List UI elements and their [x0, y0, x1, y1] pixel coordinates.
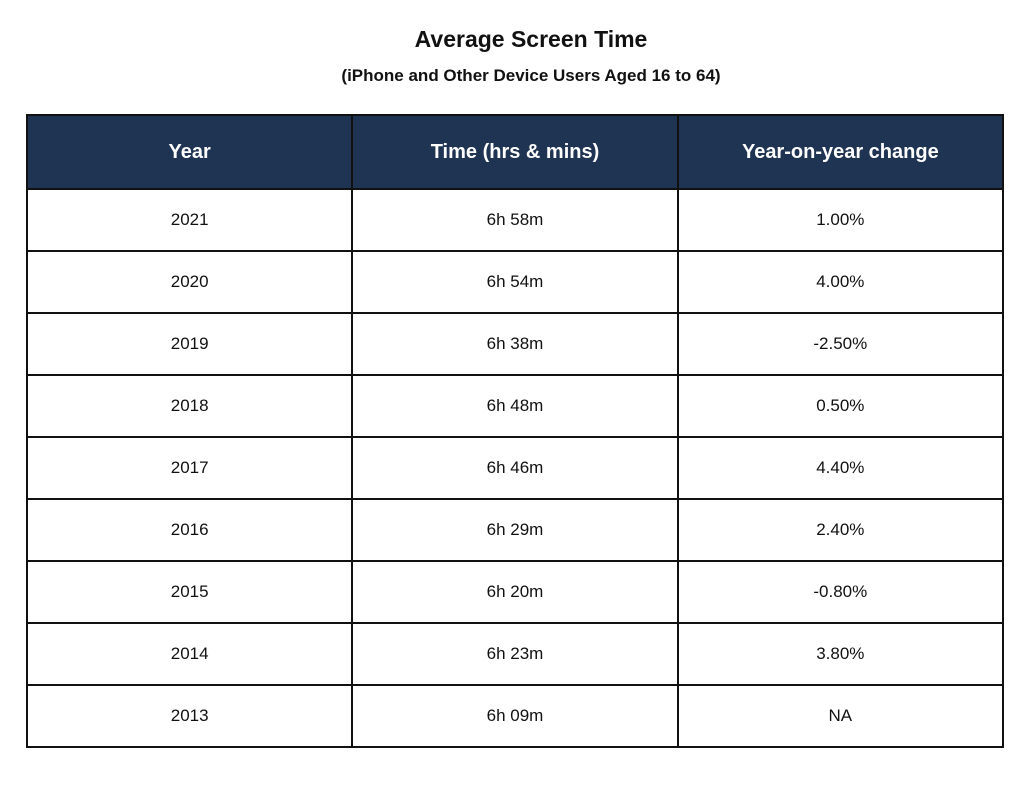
table-row: 2014 6h 23m 3.80% — [25, 622, 1005, 686]
column-header-time: Time (hrs & mins) — [351, 114, 679, 190]
column-header-year: Year — [25, 114, 354, 190]
column-header-change: Year-on-year change — [676, 114, 1005, 190]
time-cell: 6h 29m — [351, 498, 679, 562]
table-subtitle: (iPhone and Other Device Users Aged 16 t… — [341, 66, 721, 85]
header-row: Year Time (hrs & mins) Year-on-year chan… — [25, 114, 1005, 190]
table-row: 2018 6h 48m 0.50% — [25, 374, 1005, 438]
year-cell: 2020 — [25, 250, 354, 314]
change-cell: 2.40% — [676, 498, 1005, 562]
year-cell: 2018 — [25, 374, 354, 438]
year-cell: 2014 — [25, 622, 354, 686]
change-cell: 0.50% — [676, 374, 1005, 438]
time-cell: 6h 20m — [351, 560, 679, 624]
time-cell: 6h 48m — [351, 374, 679, 438]
table-row: 2019 6h 38m -2.50% — [25, 312, 1005, 376]
table-row: 2013 6h 09m NA — [25, 684, 1005, 748]
year-cell: 2013 — [25, 684, 354, 748]
year-cell: 2016 — [25, 498, 354, 562]
screen-time-table: Year Time (hrs & mins) Year-on-year chan… — [25, 114, 1005, 748]
table-row: 2021 6h 58m 1.00% — [25, 188, 1005, 252]
year-cell: 2015 — [25, 560, 354, 624]
change-cell: -2.50% — [676, 312, 1005, 376]
year-cell: 2021 — [25, 188, 354, 252]
year-cell: 2017 — [25, 436, 354, 500]
time-cell: 6h 38m — [351, 312, 679, 376]
time-cell: 6h 54m — [351, 250, 679, 314]
change-cell: 1.00% — [676, 188, 1005, 252]
change-cell: NA — [676, 684, 1005, 748]
table-row: 2020 6h 54m 4.00% — [25, 250, 1005, 314]
change-cell: 4.40% — [676, 436, 1005, 500]
table-body: 2021 6h 58m 1.00% 2020 6h 54m 4.00% 2019… — [25, 188, 1005, 748]
table-header: Year Time (hrs & mins) Year-on-year chan… — [25, 114, 1005, 190]
time-cell: 6h 58m — [351, 188, 679, 252]
time-cell: 6h 46m — [351, 436, 679, 500]
change-cell: -0.80% — [676, 560, 1005, 624]
change-cell: 4.00% — [676, 250, 1005, 314]
table-row: 2017 6h 46m 4.40% — [25, 436, 1005, 500]
table-row: 2016 6h 29m 2.40% — [25, 498, 1005, 562]
time-cell: 6h 23m — [351, 622, 679, 686]
table-row: 2015 6h 20m -0.80% — [25, 560, 1005, 624]
time-cell: 6h 09m — [351, 684, 679, 748]
table-title: Average Screen Time — [414, 26, 648, 52]
year-cell: 2019 — [25, 312, 354, 376]
change-cell: 3.80% — [676, 622, 1005, 686]
